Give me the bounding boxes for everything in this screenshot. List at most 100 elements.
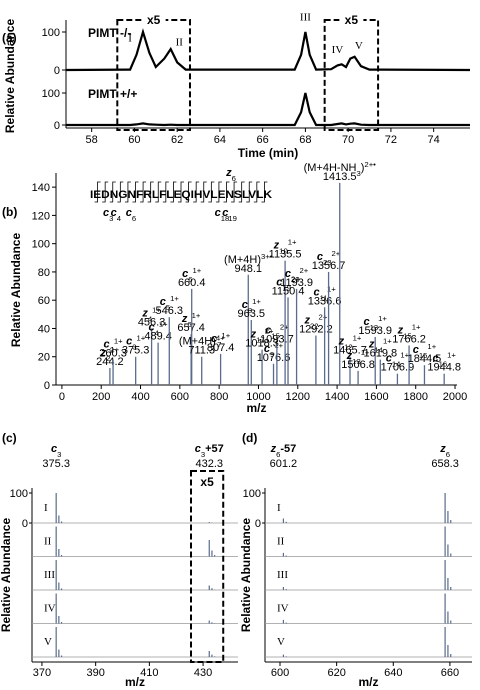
x-tick-label: 370: [33, 667, 51, 679]
cleavage-bracket: [193, 181, 200, 203]
cleavage-bracket: [246, 181, 253, 203]
peak-mz: 711.3: [188, 345, 215, 357]
label-part: 3: [132, 342, 136, 351]
panel-label: (d): [242, 431, 257, 445]
peak-mz: 963.5: [238, 308, 266, 320]
label-part: 6: [446, 450, 450, 459]
label-part: c: [215, 207, 221, 219]
label-part: c: [265, 324, 271, 336]
label-part: c: [285, 268, 291, 280]
peak-ion: z61+: [181, 311, 201, 329]
label-part: 1+: [361, 347, 370, 356]
cleavage-bracket: [208, 181, 215, 203]
label-part: 19: [282, 283, 291, 292]
x-tick-label: 640: [384, 667, 402, 679]
label-part: 1+: [170, 294, 179, 303]
label-part: 23: [323, 257, 332, 266]
label-part: 1+: [192, 311, 201, 320]
peak-ion: c202+: [285, 265, 309, 283]
label-part: 1+: [378, 313, 387, 322]
peak-mz: 660.4: [178, 277, 206, 289]
peak-ion: z151+: [397, 322, 421, 340]
peak-mz: 1193.9: [280, 277, 313, 289]
y-tick-label: 0: [44, 380, 50, 392]
label-part: 16: [439, 359, 448, 368]
y-tick-label: 20: [38, 352, 50, 364]
row-label: II: [277, 536, 285, 548]
label-part: c: [182, 268, 188, 280]
peak-mz: 1593.9: [358, 325, 392, 337]
x-tick-label: 72: [385, 134, 397, 146]
y-tick-label: 60: [38, 295, 50, 307]
label-part: c: [413, 344, 419, 356]
label-part: 19: [228, 214, 237, 223]
label-part: 15: [403, 331, 412, 340]
cleavage-bracket: [253, 181, 260, 203]
cleavage-bracket: [162, 181, 169, 203]
label-part: 1+: [252, 296, 261, 305]
label-part: 4: [117, 214, 122, 223]
cleavage-bracket: [94, 181, 101, 203]
peak-ion: c161+: [432, 350, 456, 368]
x-tick-label: 430: [194, 667, 212, 679]
label-part: 1+: [447, 350, 456, 359]
label-part: c: [242, 299, 248, 311]
trace: [66, 92, 470, 127]
label-part: 2+: [291, 274, 300, 283]
label-part: 6: [188, 274, 192, 283]
label-part: 1+: [114, 336, 123, 345]
x-tick-label: 1400: [325, 391, 349, 403]
peak-mz: 546.3: [156, 305, 184, 317]
y-tick-label: 0: [22, 518, 28, 530]
trace: [65, 28, 471, 72]
panel-label: (c): [2, 431, 17, 445]
x-tick-label: 390: [86, 667, 104, 679]
cleavage-bracket: [200, 181, 207, 203]
label-part: 11: [320, 293, 328, 302]
label-part: c: [160, 296, 166, 308]
label-part: 6: [276, 450, 280, 459]
label-part: ): [361, 162, 365, 174]
ion-header: c3+57: [195, 443, 224, 459]
label-part: c: [386, 353, 392, 365]
y-tick-label: 100: [243, 488, 261, 500]
fragment-label: z6: [225, 167, 236, 183]
label-part: z: [346, 350, 353, 362]
peak-ion: c21+: [103, 336, 123, 354]
peak-label: II: [176, 36, 184, 48]
peak-label: IV: [332, 44, 344, 56]
label-part: c: [103, 207, 109, 219]
peak-ion: c91+: [264, 340, 284, 358]
fragment-label: c18: [215, 207, 230, 223]
peak-ion: c71+: [211, 330, 231, 348]
y-tick-label: 80: [38, 267, 50, 279]
label-part: 7: [217, 339, 221, 348]
x-tick-label: 70: [342, 134, 354, 146]
y-tick-label: 0: [54, 120, 60, 132]
x-tick-label: 0: [59, 391, 65, 403]
x-tick-label: 74: [428, 134, 440, 146]
cleavage-bracket: [185, 181, 192, 203]
row-label: I: [44, 502, 48, 514]
cleavage-bracket: [170, 181, 177, 203]
y-tick-label: 0: [255, 518, 261, 530]
x-tick-label: 1800: [403, 391, 427, 403]
label-part: 1+: [412, 322, 421, 331]
row-label: V: [44, 636, 52, 648]
panel-label: (b): [2, 205, 17, 219]
peak-mz: 1766.2: [392, 333, 426, 345]
row-label: IV: [277, 603, 289, 615]
cleavage-bracket: [109, 181, 116, 203]
x-tick-label: 410: [140, 667, 158, 679]
fragment-label: c3: [103, 207, 113, 223]
x-tick-label: 1000: [246, 391, 270, 403]
label-part: 8: [248, 305, 252, 314]
peak-ion: c141+: [386, 350, 410, 368]
x-tick-label: 660: [441, 667, 459, 679]
label-part: c: [264, 343, 270, 355]
label-part: -57: [280, 443, 296, 455]
label-part: c: [51, 443, 57, 455]
label-part: 13: [370, 322, 379, 331]
label-part: 1+: [427, 342, 436, 351]
ion-header: c3: [51, 443, 61, 459]
